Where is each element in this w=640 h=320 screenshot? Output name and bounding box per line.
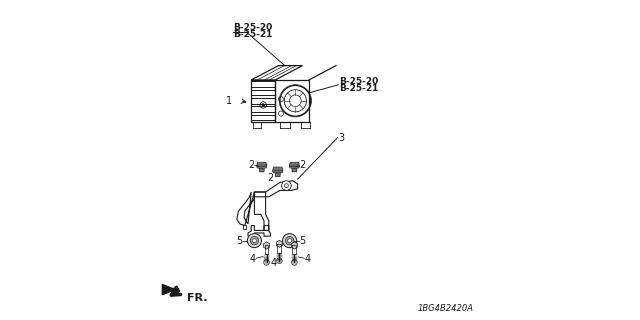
Polygon shape bbox=[257, 162, 267, 166]
Text: 1: 1 bbox=[226, 96, 232, 106]
Text: B-25-21: B-25-21 bbox=[339, 84, 379, 93]
Polygon shape bbox=[273, 167, 283, 171]
Text: B-25-20: B-25-20 bbox=[233, 23, 272, 32]
Polygon shape bbox=[289, 162, 300, 166]
Circle shape bbox=[262, 104, 264, 106]
Polygon shape bbox=[172, 288, 178, 292]
Circle shape bbox=[247, 234, 262, 248]
Circle shape bbox=[250, 236, 259, 245]
Text: 5: 5 bbox=[300, 236, 305, 246]
Circle shape bbox=[264, 260, 269, 265]
Text: 4: 4 bbox=[271, 258, 277, 268]
Text: B-25-20: B-25-20 bbox=[339, 77, 378, 86]
Circle shape bbox=[285, 236, 294, 245]
Polygon shape bbox=[163, 284, 175, 295]
Circle shape bbox=[276, 258, 282, 264]
Text: FR.: FR. bbox=[187, 293, 208, 303]
Circle shape bbox=[292, 260, 297, 265]
Text: 4: 4 bbox=[250, 253, 256, 264]
Text: 2: 2 bbox=[300, 160, 305, 171]
Polygon shape bbox=[273, 171, 283, 173]
Text: 5: 5 bbox=[236, 236, 243, 246]
Polygon shape bbox=[289, 166, 300, 168]
Text: 2: 2 bbox=[268, 173, 274, 183]
Polygon shape bbox=[291, 242, 298, 249]
Text: 4: 4 bbox=[305, 253, 311, 264]
Text: B-25-21: B-25-21 bbox=[233, 30, 273, 39]
Polygon shape bbox=[292, 168, 297, 172]
Circle shape bbox=[283, 234, 297, 248]
Polygon shape bbox=[275, 173, 280, 177]
Text: 3: 3 bbox=[339, 132, 345, 143]
Polygon shape bbox=[276, 240, 282, 247]
Polygon shape bbox=[257, 166, 267, 168]
Text: 1BG4B2420A: 1BG4B2420A bbox=[418, 304, 474, 313]
Circle shape bbox=[252, 239, 256, 243]
Polygon shape bbox=[259, 168, 264, 172]
Polygon shape bbox=[264, 242, 269, 249]
Circle shape bbox=[282, 181, 291, 190]
Text: 2: 2 bbox=[248, 160, 254, 170]
Circle shape bbox=[288, 239, 292, 243]
